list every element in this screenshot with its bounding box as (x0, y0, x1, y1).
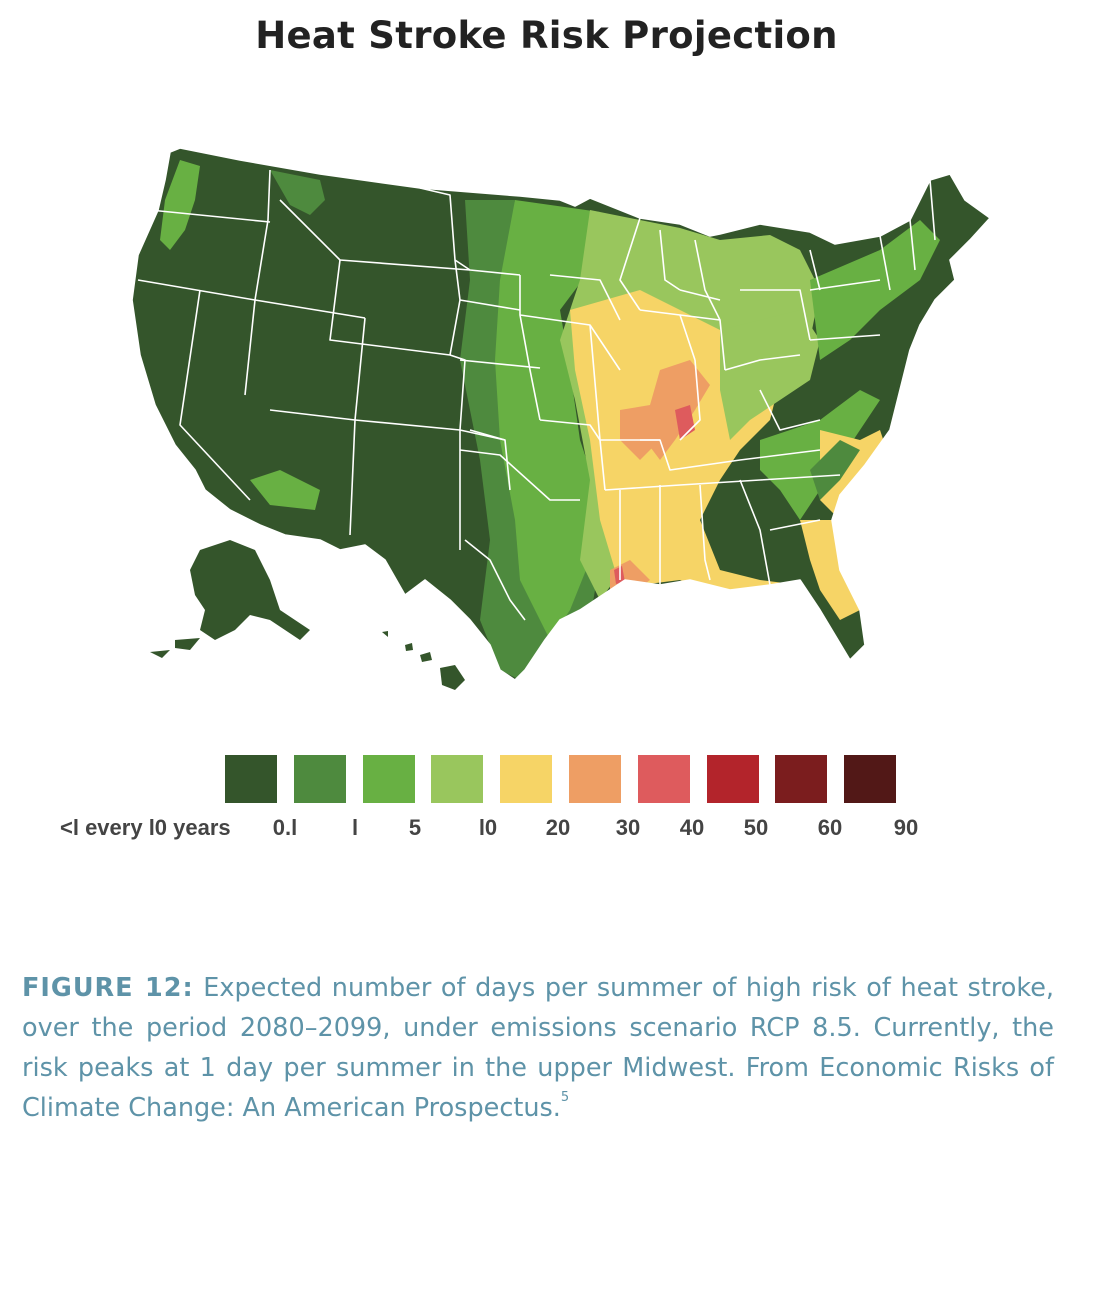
legend-label: 90 (893, 815, 919, 840)
legend-label: l0 (478, 815, 498, 840)
legend-swatch (569, 755, 621, 803)
legend-swatch (775, 755, 828, 803)
figure-caption: FIGURE 12: Expected number of days per s… (22, 968, 1054, 1128)
legend-label: 40 (679, 815, 705, 840)
legend-label: 60 (817, 815, 843, 840)
legend-label: 5 (408, 815, 422, 840)
legend: <l every l0 years 0.l l 5 l0 20 30 40 50 60 90 (0, 755, 1093, 845)
legend-first-label: <l every l0 years (60, 815, 231, 840)
footnote-marker: 5 (560, 1090, 570, 1105)
legend-label: 50 (743, 815, 769, 840)
legend-swatch (362, 755, 415, 803)
legend-swatch (293, 755, 346, 803)
figure-label: FIGURE 12: (22, 973, 194, 1003)
legend-swatch (431, 755, 484, 803)
legend-swatch (500, 755, 553, 803)
caption-text: Expected number of days per summer of hi… (22, 973, 1054, 1123)
legend-label: l (351, 815, 359, 840)
legend-label: 0.l (272, 815, 298, 840)
state-borders (131, 147, 991, 681)
legend-swatch (225, 755, 277, 803)
conus-fill (132, 148, 990, 680)
legend-swatch (844, 755, 897, 803)
legend-label: 20 (545, 815, 571, 840)
legend-label: 30 (615, 815, 641, 840)
legend-swatch (706, 755, 759, 803)
alaska (150, 540, 310, 658)
legend-swatch (637, 755, 690, 803)
hawaii (382, 631, 465, 690)
us-heat-risk-map (120, 140, 1000, 700)
figure-title: Heat Stroke Risk Projection (255, 14, 838, 57)
